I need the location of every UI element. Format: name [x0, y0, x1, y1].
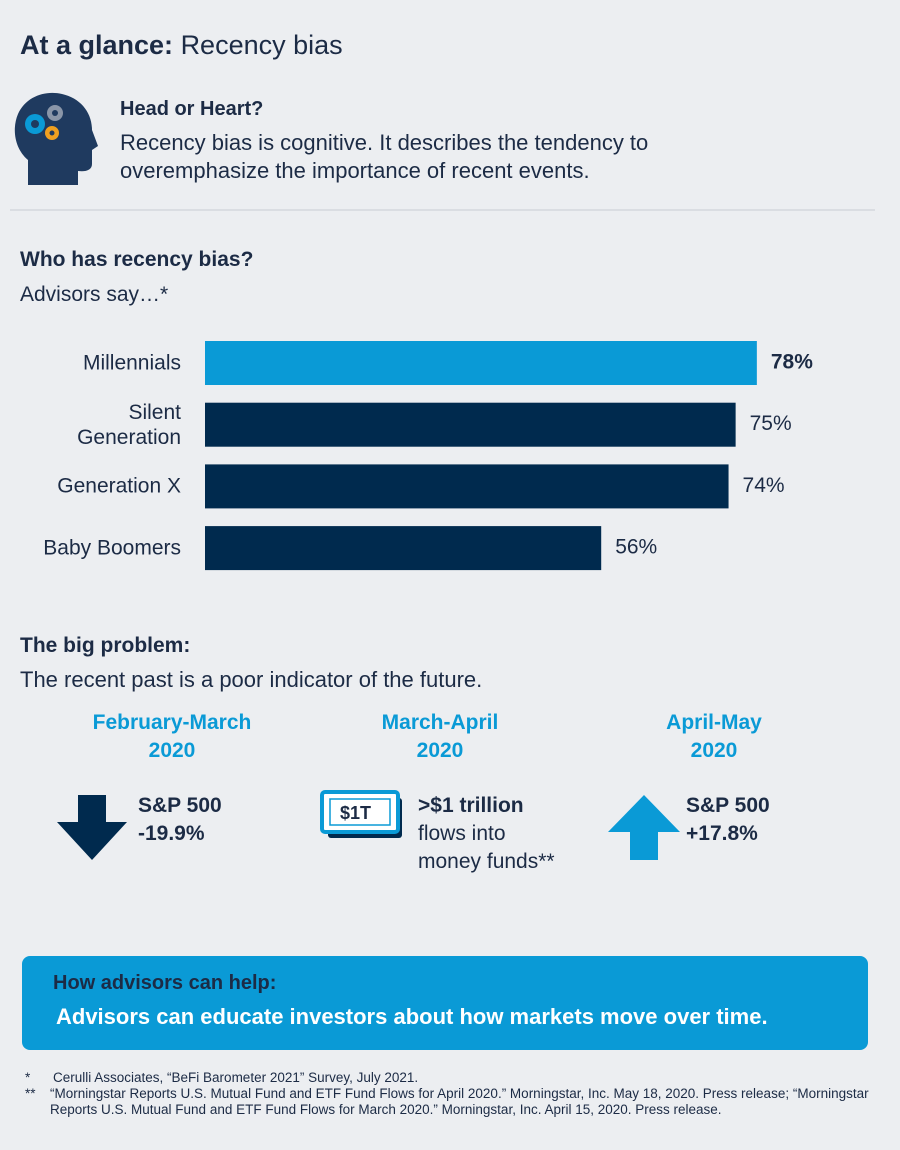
footnote-marker: ** [25, 1086, 36, 1101]
period-year: 2020 [416, 739, 464, 762]
category-label: Baby Boomers [43, 536, 181, 560]
stat: S&P 500 +17.8% [686, 792, 770, 848]
period-heading: February-March 2020 [93, 709, 252, 765]
help-text: Advisors can educate investors about how… [56, 1004, 768, 1029]
up-arrow [608, 795, 680, 860]
stat-line: +17.8% [686, 822, 758, 845]
footnote-marker: * [25, 1070, 31, 1085]
stat-line: money funds** [418, 850, 555, 873]
money-icon-label: $1T [340, 803, 372, 823]
chart-title: Who has recency bias? [20, 248, 254, 271]
stat-line: flows into [418, 822, 506, 845]
value-label: 74% [743, 474, 785, 497]
stat-line: S&P 500 [138, 794, 222, 817]
period-label: April-May [666, 711, 762, 734]
title-bold: At a glance: [20, 30, 174, 60]
head-icon [14, 92, 99, 185]
value-label: 56% [615, 536, 657, 559]
bar [205, 526, 602, 571]
down-arrow [57, 795, 127, 860]
category-label: Silent Generation [77, 400, 181, 449]
stat: S&P 500 -19.9% [138, 792, 222, 848]
period-heading: April-May 2020 [666, 709, 762, 765]
page-title: At a glance: Recency bias [20, 30, 343, 61]
period-label: March-April [381, 711, 499, 734]
problem-heading: The big problem: [20, 634, 191, 657]
problem-text: The recent past is a poor indicator of t… [20, 667, 483, 692]
stat-line: S&P 500 [686, 794, 770, 817]
footnote-text: “Morningstar Reports U.S. Mutual Fund an… [50, 1086, 869, 1117]
bar [205, 464, 729, 509]
period-heading: March-April 2020 [382, 709, 499, 765]
bar [205, 341, 757, 385]
stat-line: -19.9% [138, 822, 205, 845]
stat: >$1 trillion flows into money funds** [418, 792, 555, 876]
footnote-text: Cerulli Associates, “BeFi Barometer 2021… [53, 1070, 419, 1085]
title: Recency bias [180, 30, 343, 60]
stat-line: >$1 trillion [418, 794, 524, 817]
period-label: February-March [92, 711, 252, 734]
category-label: Generation X [57, 474, 181, 498]
period-year: 2020 [148, 739, 196, 762]
value-label: 78% [771, 351, 813, 374]
value-label: 75% [750, 412, 792, 435]
chart-subtitle: Advisors say…* [20, 283, 169, 306]
intro-text: Recency bias is cognitive. It describes … [120, 130, 649, 183]
category-label: Millennials [82, 351, 181, 375]
help-box [22, 956, 868, 1050]
intro-heading: Head or Heart? [120, 98, 264, 120]
money-icon [320, 790, 402, 838]
help-heading: How advisors can help: [53, 972, 277, 994]
period-year: 2020 [690, 739, 738, 762]
bar [205, 402, 736, 447]
